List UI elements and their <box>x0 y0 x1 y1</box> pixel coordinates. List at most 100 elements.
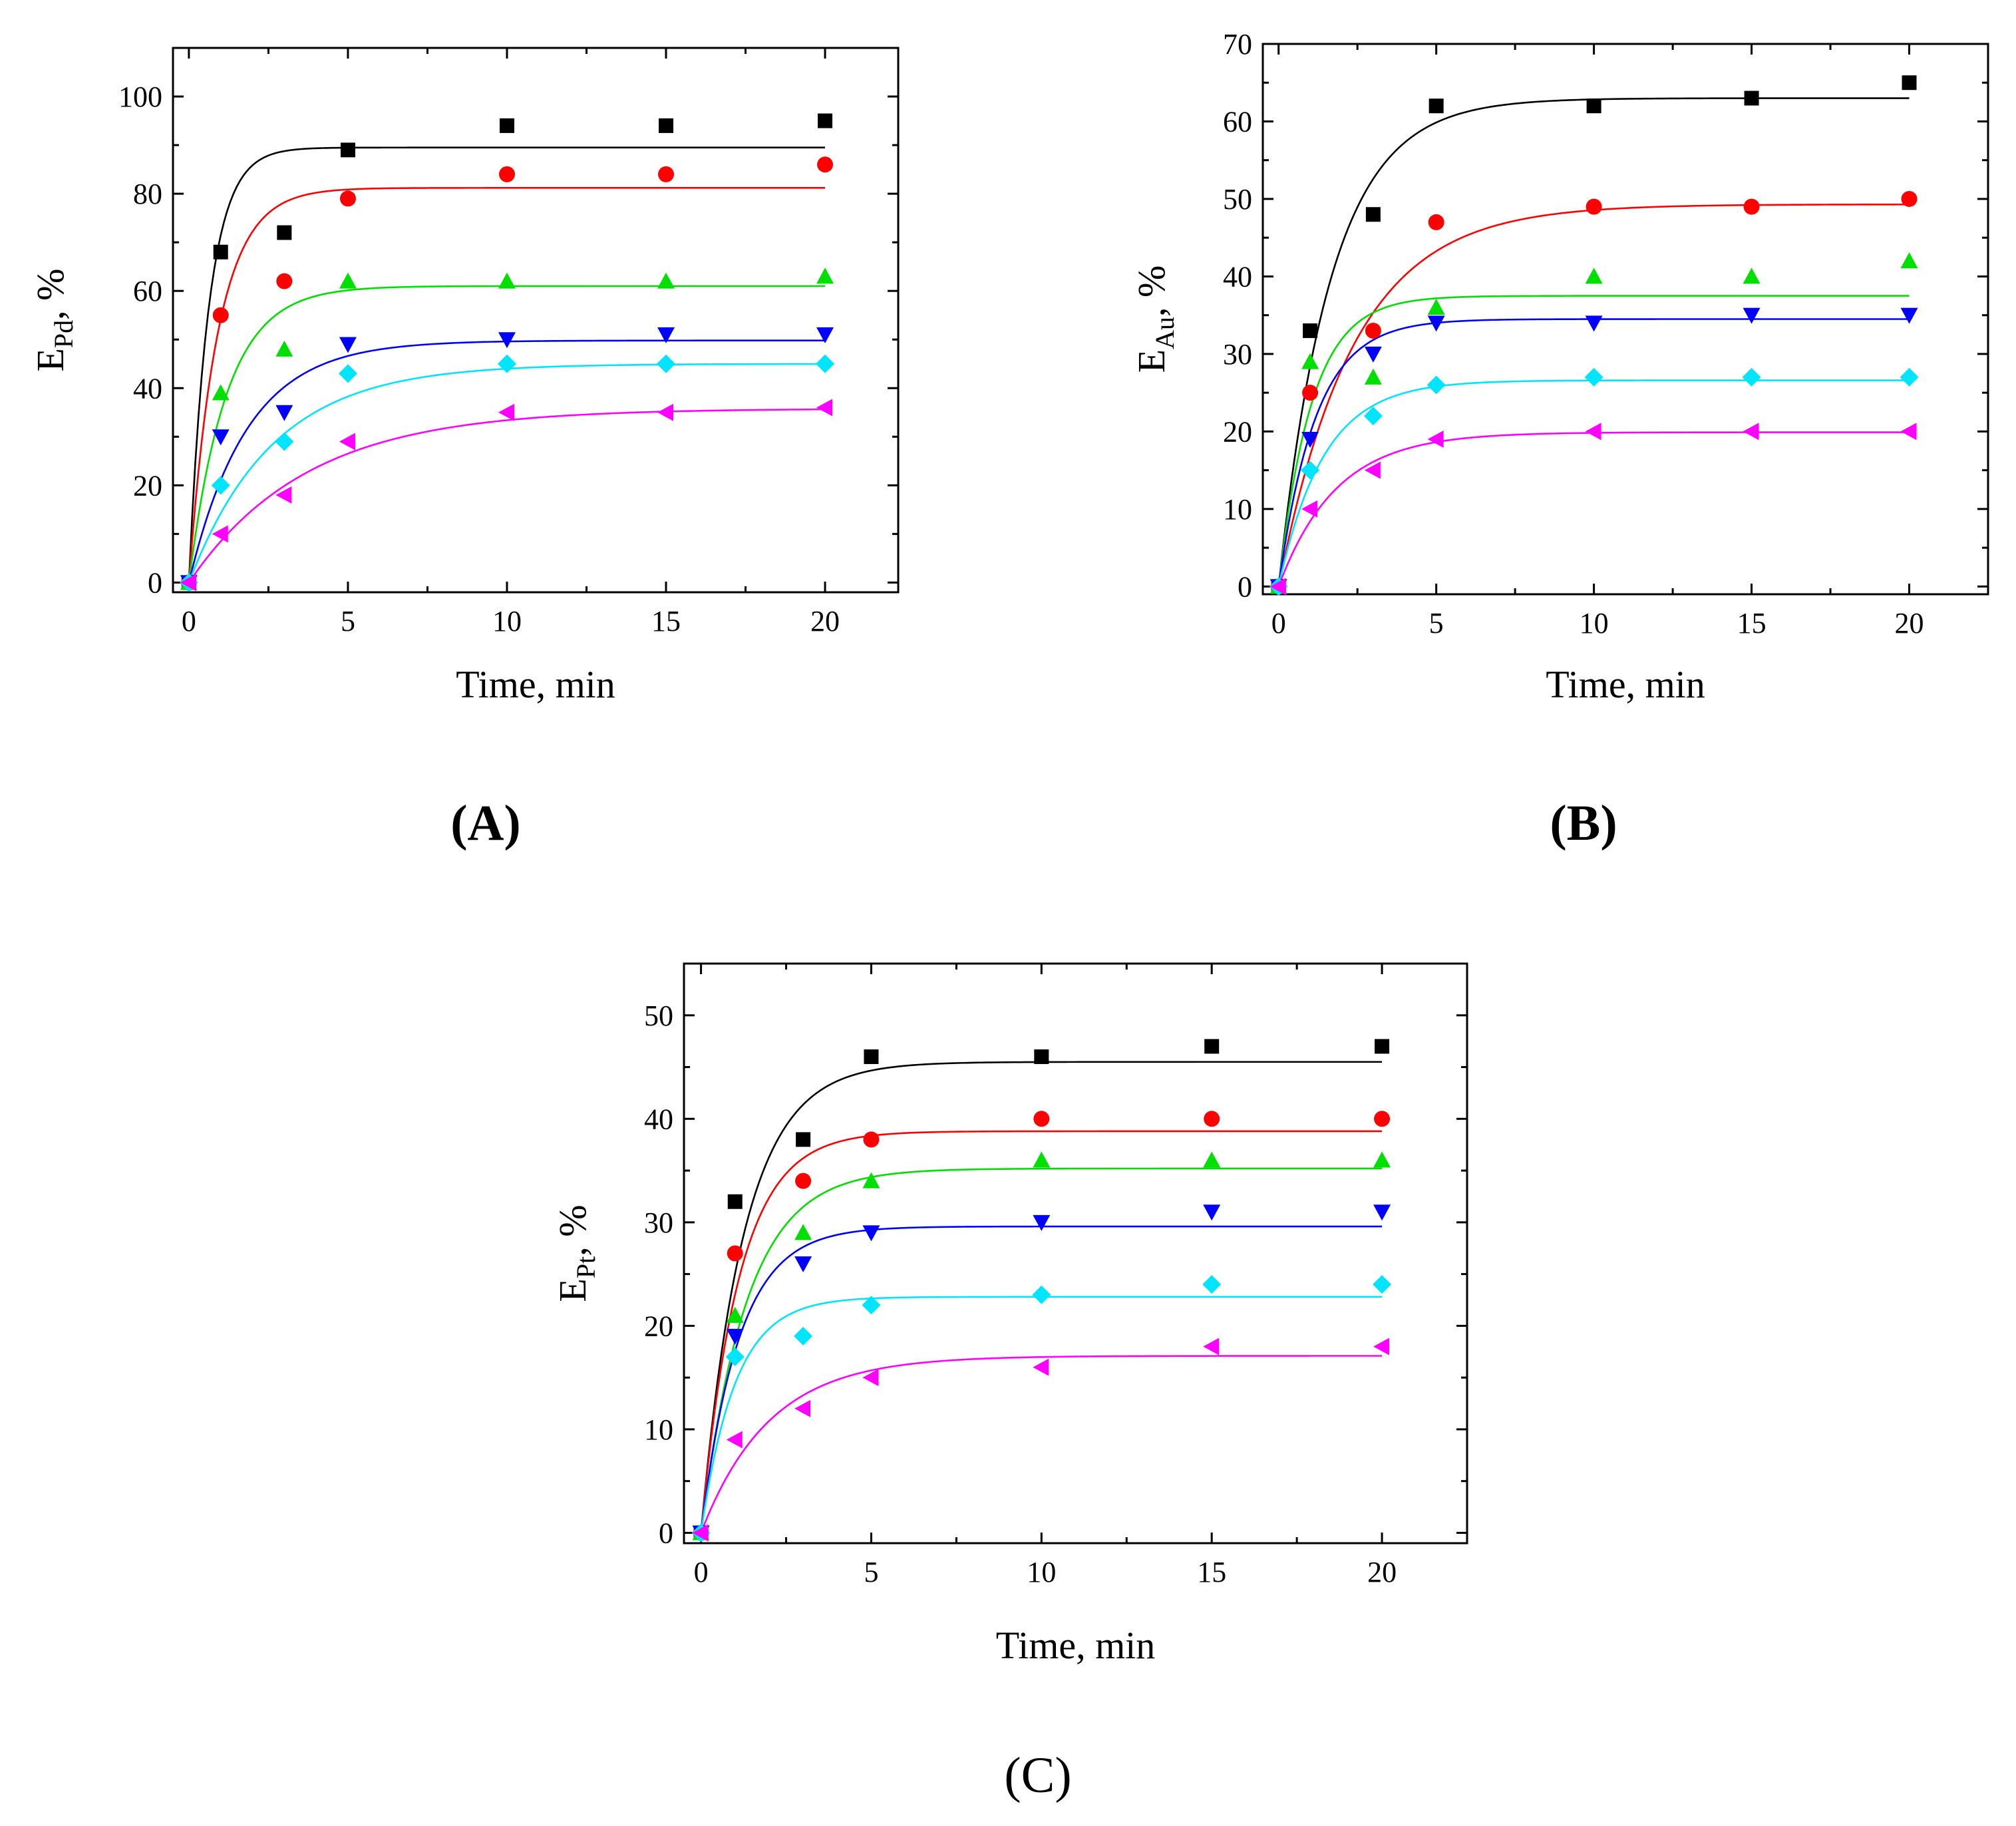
fit-line <box>1277 431 1910 587</box>
data-point <box>725 1348 745 1367</box>
data-point <box>657 272 675 289</box>
data-point <box>212 307 229 323</box>
y-axis-title-main: E <box>29 348 72 371</box>
data-point <box>862 1369 879 1387</box>
y-axis-title-main: E <box>1130 349 1173 373</box>
data-point <box>497 354 516 373</box>
data-point <box>1269 578 1286 596</box>
data-point <box>1373 1338 1390 1356</box>
y-axis-title-sub: Au <box>1150 317 1180 349</box>
y-tick-label: 30 <box>1223 338 1252 371</box>
data-point <box>658 166 675 182</box>
data-point <box>1364 461 1381 479</box>
x-tick-label: 15 <box>1197 1556 1226 1588</box>
data-point <box>692 1524 709 1542</box>
fit-line <box>700 1225 1383 1533</box>
x-tick-label: 0 <box>1271 607 1286 639</box>
data-point <box>1301 460 1320 480</box>
data-point <box>1375 1039 1390 1054</box>
data-point <box>275 340 293 357</box>
data-point <box>1204 1111 1220 1127</box>
data-point <box>1373 1151 1391 1168</box>
data-point <box>1900 367 1919 387</box>
y-tick-label: 0 <box>148 566 162 599</box>
fit-line <box>188 363 826 583</box>
y-tick-label: 50 <box>644 1000 673 1032</box>
data-point <box>1301 500 1318 518</box>
plot-frame <box>1261 43 1989 596</box>
y-axis-title: EPd, % <box>29 268 79 371</box>
data-point <box>1427 375 1446 395</box>
fit-line <box>188 187 826 583</box>
data-point <box>659 118 674 133</box>
data-point <box>816 354 835 373</box>
data-point <box>339 190 356 207</box>
data-point <box>727 1194 743 1209</box>
x-tick-label: 10 <box>1027 1556 1056 1588</box>
data-point <box>794 1256 812 1273</box>
data-point <box>726 1431 743 1449</box>
data-point <box>1585 268 1603 284</box>
data-point <box>180 574 196 592</box>
y-tick-label: 40 <box>1223 260 1252 293</box>
data-point <box>1586 198 1602 215</box>
y-tick-label: 20 <box>644 1310 673 1342</box>
data-point <box>498 166 515 182</box>
data-point <box>796 1132 811 1147</box>
data-point <box>1364 368 1382 385</box>
data-point <box>816 268 834 284</box>
data-point <box>340 142 355 158</box>
data-point <box>816 327 834 343</box>
data-point <box>1374 1111 1391 1127</box>
data-point <box>862 1296 881 1315</box>
chart-panel-c: 0 5 10 15 20 0 10 20 30 40 50 Time, min EPt, % (C) <box>551 962 1468 1803</box>
data-point <box>817 156 834 173</box>
data-point <box>1427 299 1445 315</box>
data-point <box>794 1399 811 1417</box>
y-tick-label: 40 <box>133 372 162 405</box>
data-point <box>1303 323 1318 338</box>
x-tick-label: 0 <box>182 605 196 638</box>
data-point <box>1033 1111 1050 1127</box>
data-point <box>1742 367 1761 387</box>
data-point <box>862 1172 880 1188</box>
y-tick-label: 50 <box>1223 183 1252 216</box>
y-tick-label: 10 <box>1223 493 1252 526</box>
x-axis-title: Time, min <box>456 663 615 706</box>
data-point <box>794 1326 813 1346</box>
data-point <box>1373 1275 1392 1294</box>
data-point <box>1033 1214 1051 1231</box>
data-point <box>1901 190 1918 207</box>
data-point <box>1202 1275 1222 1294</box>
fit-line <box>700 1167 1383 1533</box>
plot-frame <box>683 962 1468 1545</box>
data-point <box>864 1049 879 1064</box>
data-point <box>339 337 357 353</box>
data-point <box>1203 1151 1221 1168</box>
data-point <box>1743 307 1761 324</box>
chart-panel-a: 0 5 10 15 20 0 20 40 60 80 100 Time, min EPd, % (A) <box>29 47 900 851</box>
data-point <box>727 1245 743 1262</box>
data-point <box>1363 407 1383 426</box>
data-point <box>1203 1338 1220 1356</box>
y-tick-label: 0 <box>1238 570 1252 603</box>
x-tick-label: 5 <box>864 1556 878 1588</box>
plot-frame <box>172 47 900 594</box>
data-point <box>1743 198 1760 215</box>
data-point <box>1428 214 1444 230</box>
y-axis-title-main: E <box>551 1278 594 1302</box>
data-point <box>1302 385 1319 401</box>
chart-panel-b: 0 5 10 15 20 0 10 20 30 40 50 60 70 Time, min EAu, % (B… <box>1130 28 1989 851</box>
y-tick-label: 70 <box>1223 28 1252 61</box>
fit-line <box>1277 97 1910 587</box>
data-point <box>276 273 293 289</box>
y-tick-label: 30 <box>644 1206 673 1239</box>
data-point <box>211 476 230 495</box>
data-point <box>1204 1039 1220 1054</box>
data-point <box>862 1225 880 1242</box>
data-point <box>726 1306 744 1323</box>
data-point <box>499 118 514 133</box>
data-point <box>498 272 516 289</box>
data-point <box>1584 367 1603 387</box>
data-point <box>794 1224 812 1240</box>
